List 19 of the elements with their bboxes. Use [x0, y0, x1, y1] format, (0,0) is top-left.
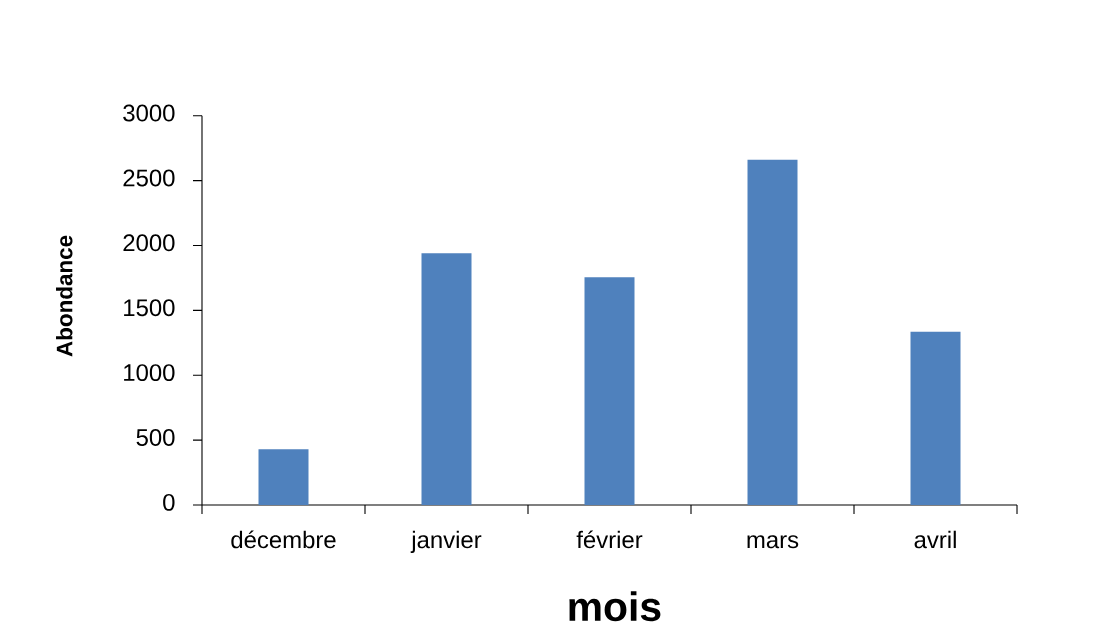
x-tick-label: avril	[914, 530, 956, 549]
bar	[421, 253, 472, 505]
y-axis-title: Abondance	[56, 235, 73, 357]
bar	[584, 277, 635, 505]
y-tick-label: 1500	[124, 299, 175, 317]
y-tick-label: 2500	[123, 169, 175, 187]
bar	[910, 331, 961, 505]
x-axis-title: mois	[569, 591, 661, 622]
y-tick-label: 1000	[124, 364, 175, 382]
y-tick-label: 0	[163, 493, 175, 511]
y-tick-label: 500	[136, 429, 175, 446]
bar	[258, 449, 309, 505]
x-tick-label: janvier	[410, 530, 482, 554]
x-tick-label: février	[576, 530, 643, 549]
x-tick-label: mars	[747, 535, 799, 549]
x-tick-label: décembre	[231, 530, 336, 549]
bar	[747, 159, 798, 505]
y-tick-label: 2000	[123, 234, 175, 252]
y-tick-label: 3000	[123, 104, 175, 122]
